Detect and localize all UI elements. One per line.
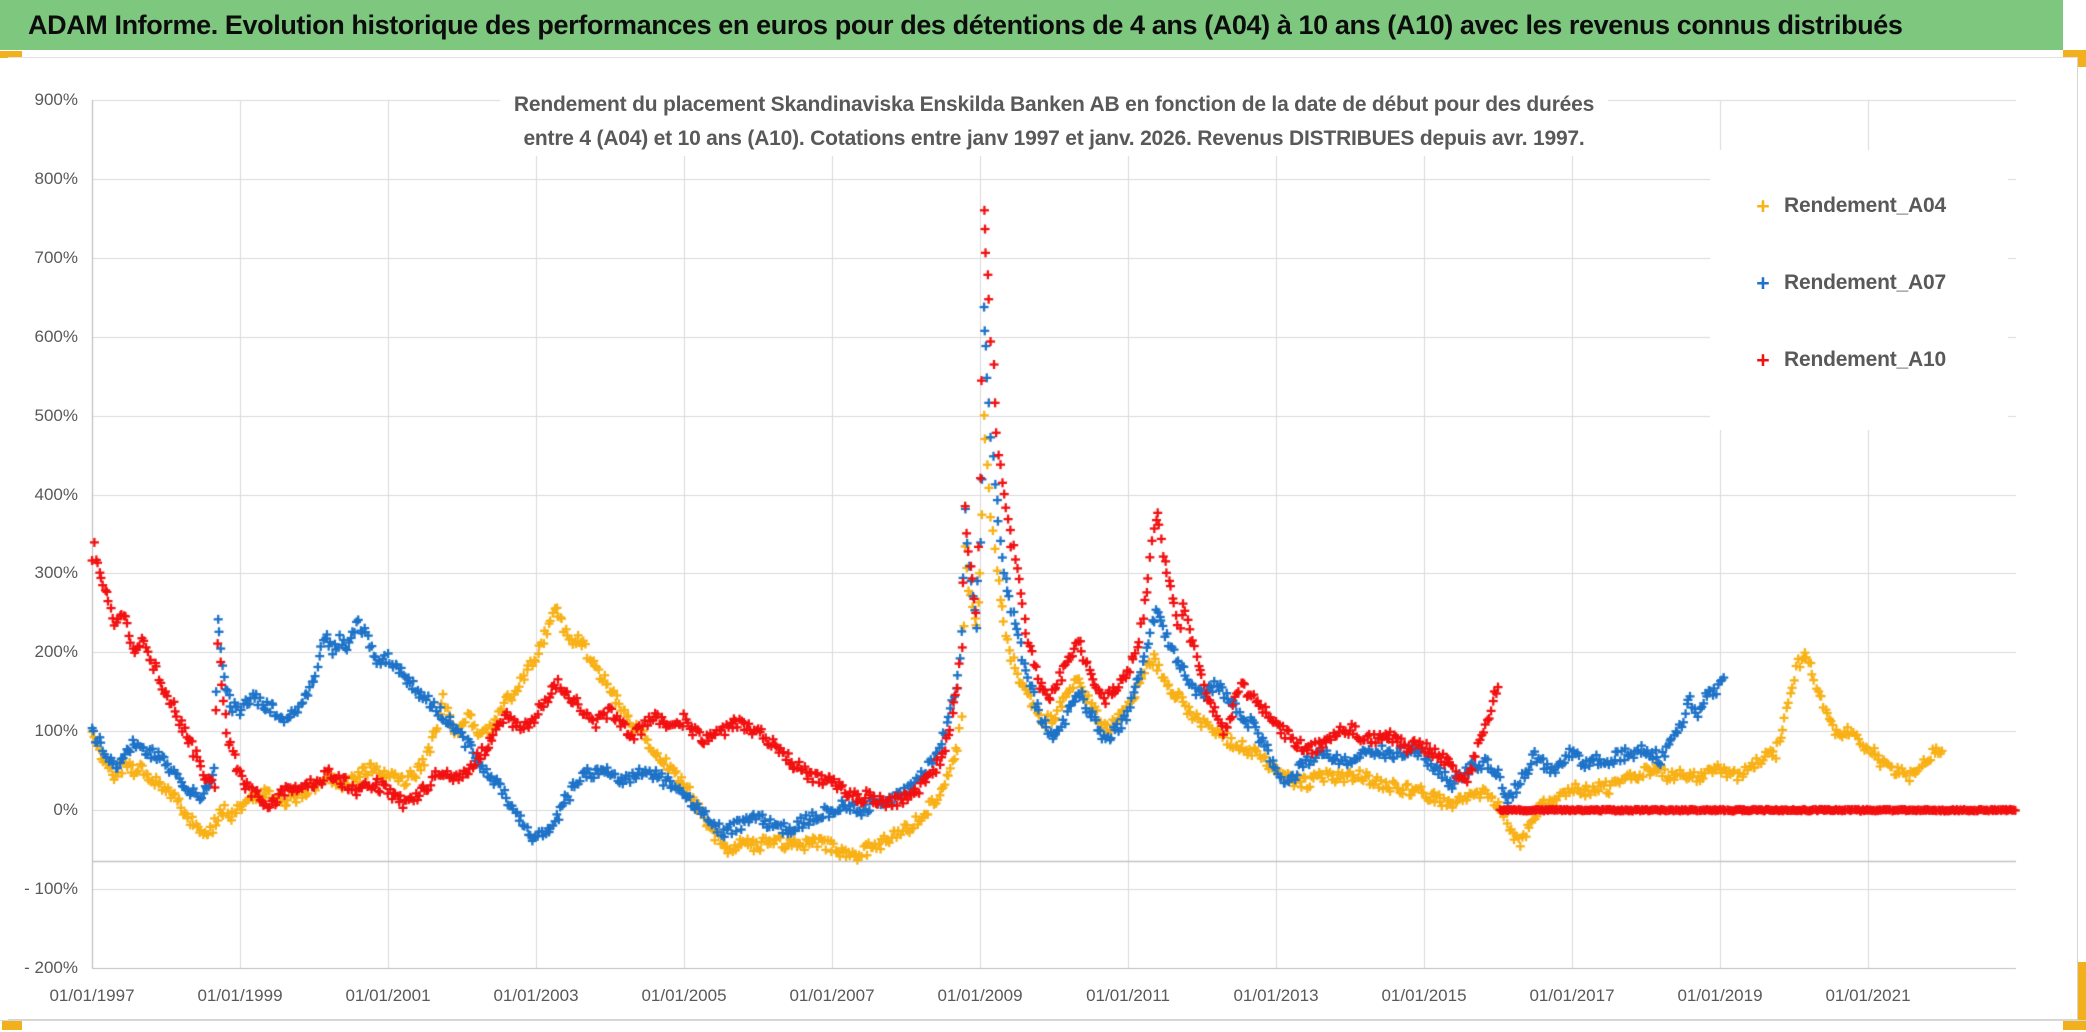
y-tick-label: 100% — [34, 721, 78, 741]
x-tick-label: 01/01/2005 — [641, 986, 727, 1005]
x-tick-label: 01/01/2001 — [345, 986, 431, 1005]
y-tick-label: 700% — [34, 247, 78, 267]
legend-item[interactable]: + Rendement_A04 — [1754, 194, 2008, 218]
x-tick-label: 01/01/2009 — [937, 986, 1023, 1005]
x-tick-label: 01/01/2021 — [1825, 986, 1911, 1005]
y-tick-label: 400% — [34, 484, 78, 504]
chart-title-line1: Rendement du placement Skandinaviska Ens… — [499, 88, 1609, 122]
y-tick-label: 500% — [34, 405, 78, 425]
legend-item[interactable]: + Rendement_A07 — [1754, 271, 2008, 295]
x-tick-label: 01/01/2013 — [1233, 986, 1319, 1005]
x-tick-label: 01/01/2003 — [493, 986, 579, 1005]
chart-title: Rendement du placement Skandinaviska Ens… — [92, 88, 2016, 156]
x-tick-label: 01/01/2015 — [1381, 986, 1467, 1005]
plus-marker-icon: + — [1756, 347, 1770, 373]
y-tick-label: 600% — [34, 326, 78, 346]
y-tick-label: 200% — [34, 642, 78, 662]
plus-marker-icon: + — [1756, 270, 1770, 296]
legend-label: Rendement_A04 — [1784, 194, 1946, 217]
legend-item[interactable]: + Rendement_A10 — [1754, 348, 2008, 372]
legend: + Rendement_A04 + Rendement_A07 + Rendement_A… — [1710, 150, 2008, 430]
plus-marker-icon: + — [1756, 193, 1770, 219]
legend-label: Rendement_A07 — [1784, 271, 1946, 294]
x-tick-label: 01/01/1999 — [197, 986, 283, 1005]
y-tick-label: - 200% — [24, 958, 78, 977]
y-tick-label: - 100% — [24, 879, 78, 899]
x-tick-label: 01/01/2011 — [1086, 986, 1170, 1005]
x-tick-label: 01/01/2017 — [1529, 986, 1615, 1005]
y-tick-label: 300% — [34, 563, 78, 583]
x-tick-label: 01/01/2007 — [789, 986, 875, 1005]
y-tick-label: 0% — [53, 800, 78, 820]
chart-title-line2: entre 4 (A04) et 10 ans (A10). Cotations… — [509, 122, 1599, 156]
legend-label: Rendement_A10 — [1784, 348, 1946, 371]
x-tick-label: 01/01/1997 — [49, 986, 135, 1005]
x-tick-label: 01/01/2019 — [1677, 986, 1763, 1005]
y-tick-label: 900% — [34, 90, 78, 109]
y-tick-label: 800% — [34, 168, 78, 188]
